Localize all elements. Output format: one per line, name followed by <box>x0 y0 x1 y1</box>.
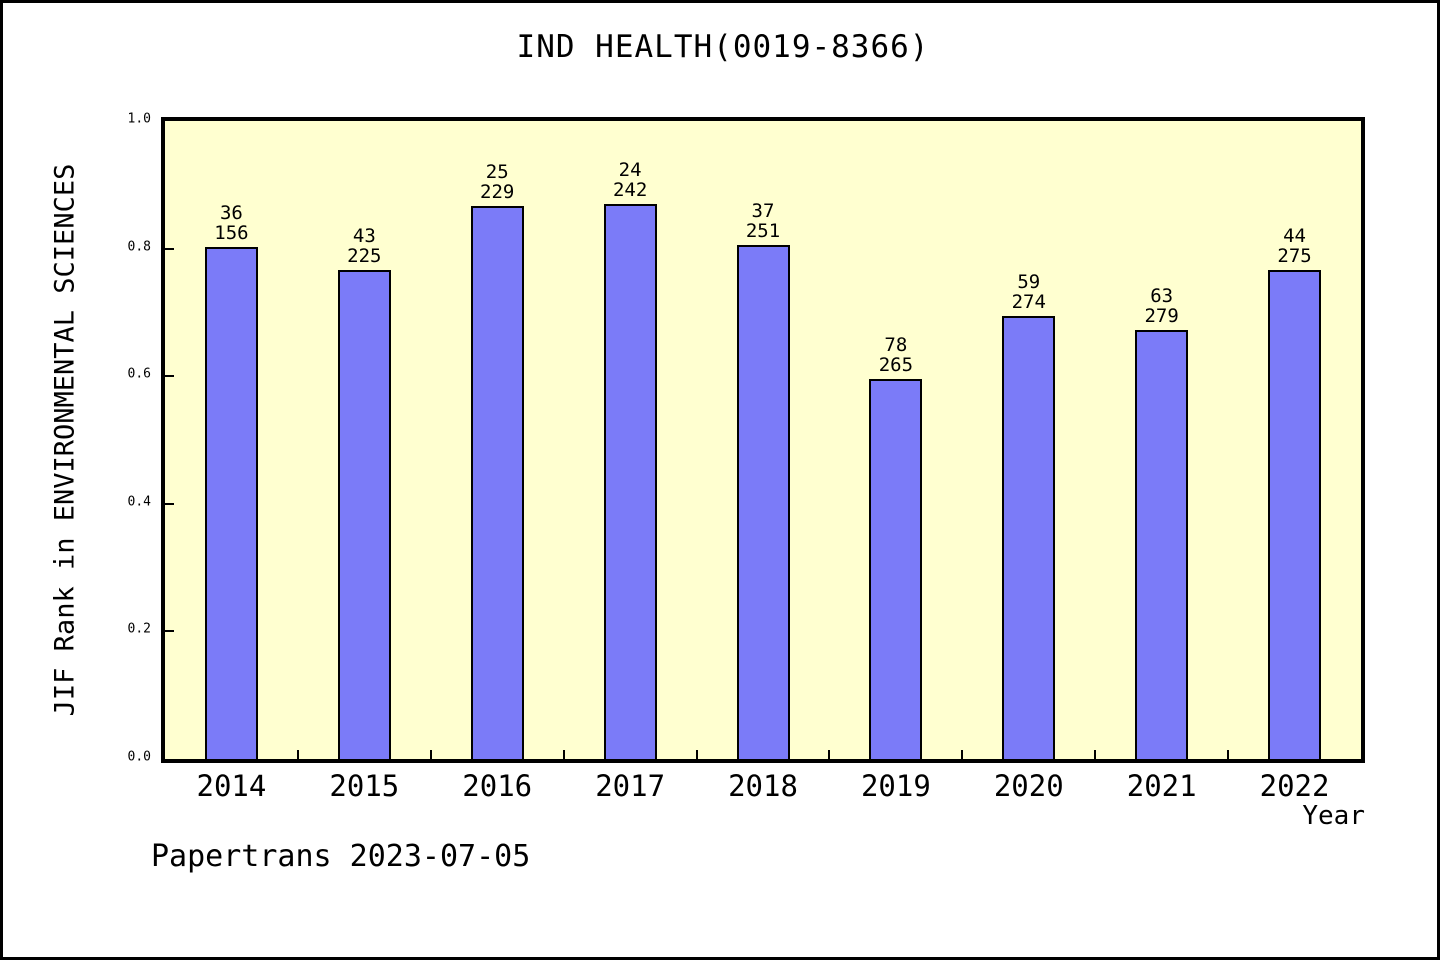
bar-value-label-2018: 37 251 <box>746 201 780 241</box>
x-tick-label-2021: 2021 <box>1126 769 1197 803</box>
x-tick-label-2020: 2020 <box>993 769 1064 803</box>
bar-value-label-2022: 44 275 <box>1277 226 1311 266</box>
y-tick-label-0.8: 0.8 <box>127 239 151 255</box>
bar-value-label-2019: 78 265 <box>879 335 913 375</box>
x-axis-label: Year <box>1302 801 1365 831</box>
bar-total-value: 275 <box>1277 245 1312 267</box>
bar-total-value: 274 <box>1011 291 1046 313</box>
bar-rank-value: 63 <box>1150 285 1174 307</box>
y-axis-tick <box>165 248 174 250</box>
bar-2014 <box>205 247 258 759</box>
bar-rank-value: 44 <box>1283 225 1306 247</box>
x-tick-label-2016: 2016 <box>462 769 533 803</box>
x-tick-label-2022: 2022 <box>1259 769 1330 803</box>
bar-rank-value: 59 <box>1017 271 1041 293</box>
x-tick-label-2018: 2018 <box>728 769 798 803</box>
x-tick-label-2014: 2014 <box>196 769 267 803</box>
bar-value-label-2020: 59 274 <box>1012 272 1046 312</box>
x-axis-tick <box>696 750 698 759</box>
plot-area: 36 156 43 225 25 229 24 242 37 251 78 265 59 274 63 279… <box>161 117 1365 763</box>
bar-rank-value: 43 <box>352 225 376 247</box>
bar-total-value: 229 <box>480 181 515 203</box>
bar-2015 <box>338 270 391 759</box>
x-axis-tick <box>828 750 830 759</box>
y-tick-label-0.6: 0.6 <box>127 366 151 382</box>
bar-value-label-2015: 43 225 <box>347 226 381 266</box>
x-axis-tick <box>563 750 565 759</box>
x-tick-label-2017: 2017 <box>595 769 666 803</box>
y-axis-tick <box>165 375 174 377</box>
bar-2018 <box>737 245 790 759</box>
bar-value-label-2014: 36 156 <box>214 203 248 243</box>
bar-2016 <box>471 206 524 759</box>
bar-value-label-2017: 24 242 <box>613 160 647 200</box>
bar-rank-value: 25 <box>485 161 509 183</box>
bar-2021 <box>1135 330 1188 759</box>
bar-2019 <box>869 379 922 759</box>
footer-text: Papertrans 2023-07-05 <box>151 839 531 874</box>
bar-total-value: 265 <box>878 354 914 376</box>
bar-2020 <box>1002 316 1055 759</box>
x-tick-label-2019: 2019 <box>860 769 931 803</box>
y-tick-label-1.0: 1.0 <box>127 111 151 127</box>
y-tick-label-0.0: 0.0 <box>127 749 151 765</box>
plot-inner: 36 156 43 225 25 229 24 242 37 251 78 265 59 274 63 279… <box>165 121 1361 759</box>
bar-total-value: 156 <box>214 222 249 244</box>
bar-rank-value: 37 <box>751 200 775 222</box>
bar-rank-value: 24 <box>618 159 642 181</box>
y-axis-tick <box>165 630 174 632</box>
x-axis-tick <box>1094 750 1096 759</box>
chart-title: IND HEALTH(0019-8366) <box>516 29 930 65</box>
x-axis-tick <box>297 750 299 759</box>
x-tick-label-2015: 2015 <box>329 769 400 803</box>
bar-total-value: 251 <box>745 220 781 242</box>
y-tick-label-0.4: 0.4 <box>127 494 151 510</box>
bar-total-value: 279 <box>1144 305 1179 327</box>
x-axis-tick <box>430 750 432 759</box>
bar-total-value: 242 <box>612 179 648 201</box>
bar-total-value: 225 <box>347 245 382 267</box>
y-axis-tick <box>165 503 174 505</box>
bar-2022 <box>1268 270 1321 759</box>
bar-value-label-2016: 25 229 <box>480 162 514 202</box>
bar-rank-value: 36 <box>219 202 243 224</box>
y-axis-label: JIF Rank in ENVIRONMENTAL SCIENCES <box>49 163 81 717</box>
bar-rank-value: 78 <box>884 334 908 356</box>
bar-value-label-2021: 63 279 <box>1144 286 1178 326</box>
x-axis-tick <box>961 750 963 759</box>
bar-2017 <box>604 204 657 759</box>
x-axis-tick <box>1227 750 1229 759</box>
y-tick-label-0.2: 0.2 <box>127 621 151 637</box>
